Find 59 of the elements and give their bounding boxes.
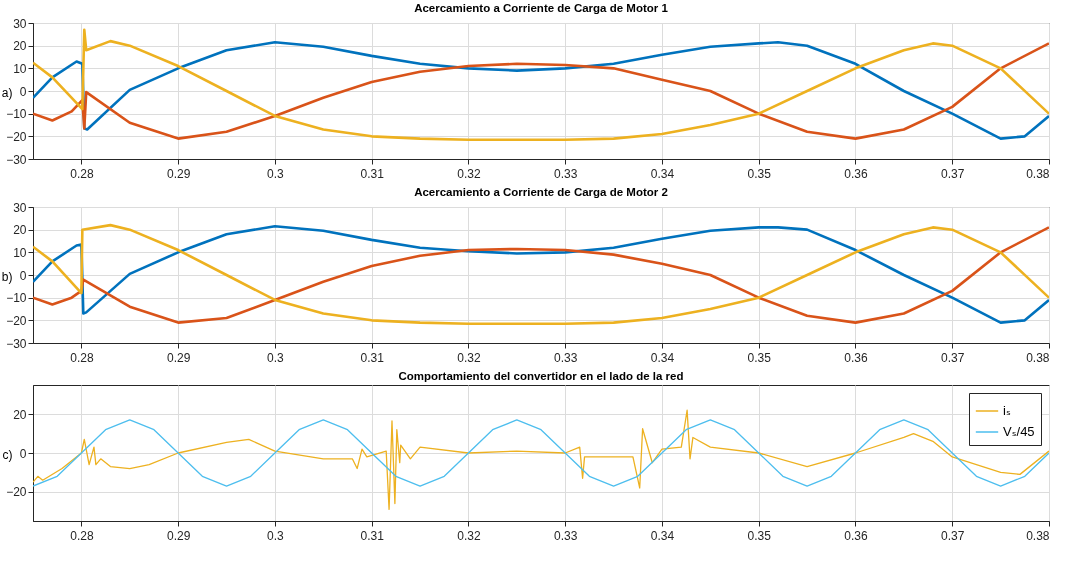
x-tick-label: 0.31 — [360, 350, 385, 365]
x-tick-label: 0.37 — [941, 350, 965, 365]
y-axis-title: b) — [1, 269, 13, 284]
x-tick-label: 0.28 — [70, 528, 94, 543]
y-tick-label: 10 — [13, 245, 27, 260]
x-tick-label: 0.3 — [267, 350, 285, 365]
line-series — [33, 419, 1049, 487]
x-tick-label: 0.32 — [457, 350, 481, 365]
x-tick-label: 0.32 — [457, 166, 481, 181]
y-tick-label: −20 — [6, 313, 27, 328]
x-tick-label: 0.38 — [1026, 350, 1050, 365]
y-axis-title: c) — [2, 447, 13, 462]
x-tick-label: 0.33 — [554, 166, 578, 181]
x-tick-label: 0.28 — [70, 166, 94, 181]
y-tick-label: −30 — [6, 152, 27, 167]
chart-title: Comportamiento del convertidor en el lado de la red — [398, 369, 684, 382]
y-tick-label: −20 — [6, 485, 27, 500]
x-tick-label: 0.36 — [844, 350, 868, 365]
x-tick-label: 0.3 — [267, 166, 285, 181]
y-tick-label: −10 — [6, 291, 27, 306]
x-tick-label: 0.34 — [650, 350, 675, 365]
x-tick-label: 0.34 — [650, 166, 675, 181]
x-tick-label: 0.35 — [747, 350, 772, 365]
x-tick-label: 0.31 — [360, 166, 385, 181]
x-tick-label: 0.29 — [166, 166, 191, 181]
x-tick-label: 0.36 — [844, 166, 868, 181]
chart-title: Acercamiento a Corriente de Carga de Motor 2 — [414, 185, 668, 198]
x-tick-label: 0.3 — [267, 528, 285, 543]
x-tick-label: 0.31 — [360, 528, 385, 543]
x-tick-label: 0.36 — [844, 528, 868, 543]
chart-title: Acercamiento a Corriente de Carga de Motor 1 — [414, 1, 669, 14]
x-tick-label: 0.33 — [554, 350, 578, 365]
y-tick-label: 0 — [19, 268, 27, 283]
x-tick-label: 0.29 — [166, 528, 191, 543]
y-tick-label: 20 — [13, 407, 27, 422]
y-tick-label: 0 — [19, 84, 27, 99]
x-tick-label: 0.29 — [166, 350, 191, 365]
y-tick-label: −30 — [6, 336, 27, 351]
legend-label: Vₛ/45 — [1003, 424, 1035, 439]
y-tick-label: 30 — [13, 200, 27, 215]
x-tick-label: 0.34 — [650, 528, 675, 543]
y-tick-label: 20 — [13, 223, 27, 238]
y-tick-label: 20 — [13, 39, 27, 54]
y-axis-title: a) — [1, 85, 13, 100]
x-tick-label: 0.28 — [70, 350, 94, 365]
x-tick-label: 0.37 — [941, 528, 965, 543]
x-tick-label: 0.38 — [1026, 166, 1050, 181]
x-tick-label: 0.38 — [1026, 528, 1050, 543]
y-tick-label: 0 — [19, 446, 27, 461]
x-tick-label: 0.33 — [554, 528, 578, 543]
x-tick-label: 0.35 — [747, 166, 772, 181]
x-tick-label: 0.37 — [941, 166, 965, 181]
y-tick-label: 10 — [13, 61, 27, 76]
x-tick-label: 0.32 — [457, 528, 481, 543]
y-tick-label: −10 — [6, 107, 27, 122]
legend-label: iₛ — [1003, 403, 1011, 418]
y-tick-label: 30 — [13, 16, 27, 31]
x-tick-label: 0.35 — [747, 528, 772, 543]
y-tick-label: −20 — [6, 129, 27, 144]
